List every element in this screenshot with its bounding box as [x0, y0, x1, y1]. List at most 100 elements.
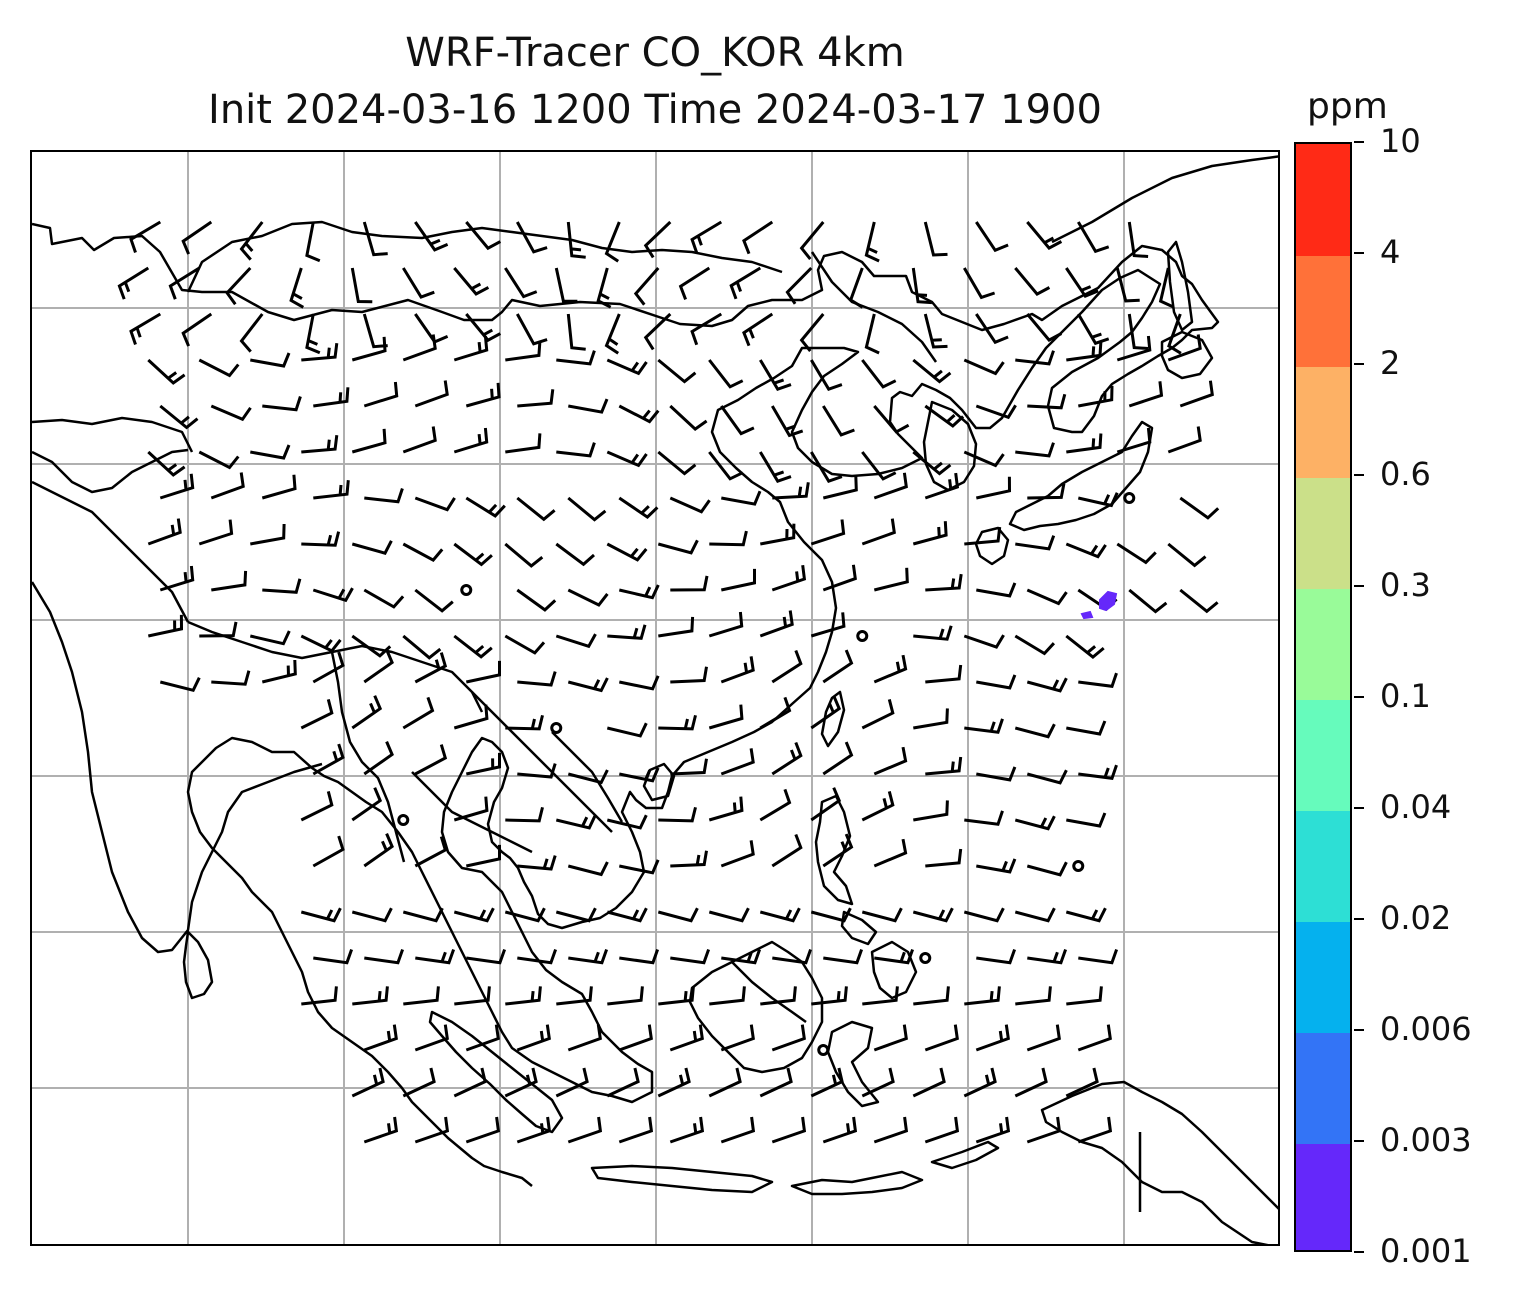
wind-barb — [1066, 433, 1103, 454]
wind-barb — [618, 767, 660, 783]
colorbar-tick — [1354, 807, 1364, 809]
wind-barb — [1066, 341, 1103, 362]
wind-barb — [313, 948, 354, 965]
colorbar-unit: ppm — [1307, 86, 1388, 127]
wind-barb — [250, 444, 291, 460]
wind-barb — [364, 488, 404, 504]
wind-barb — [363, 833, 394, 868]
wind-barb — [864, 221, 880, 263]
wind-barb — [211, 670, 251, 686]
wind-barb — [975, 313, 1009, 345]
wind-barb — [556, 442, 596, 458]
wind-barb — [861, 699, 895, 730]
wind-barb — [873, 654, 908, 684]
colorbar-tick-label: 0.006 — [1380, 1010, 1472, 1048]
wind-barb — [300, 699, 334, 730]
wind-barb — [759, 788, 792, 822]
wind-barb — [913, 986, 950, 1006]
coastline-lesser-sunda — [790, 1170, 924, 1196]
wind-barb — [198, 358, 240, 378]
wind-barb — [555, 814, 597, 830]
wind-barb — [873, 746, 908, 776]
wind-barb — [670, 948, 711, 965]
wind-barb — [976, 858, 1017, 874]
wind-barb — [351, 336, 387, 362]
wind-barb — [555, 542, 595, 567]
wind-barb — [708, 359, 744, 389]
wind-barbs — [117, 220, 1220, 1144]
wind-barb — [771, 833, 803, 868]
wind-barb — [709, 986, 746, 1006]
coastline-kamchatka-edge — [1051, 155, 1278, 244]
wind-barb — [414, 836, 448, 868]
colorbar-tick-label: 0.003 — [1380, 1121, 1472, 1159]
wind-barb — [606, 1067, 640, 1098]
colorbar-tick-label: 2 — [1380, 344, 1401, 382]
wind-barb — [465, 752, 501, 776]
wind-barb — [1128, 381, 1164, 408]
wind-barb — [1015, 535, 1056, 551]
wind-barb — [925, 664, 963, 684]
wind-barb — [604, 313, 621, 355]
wind-barb — [312, 835, 345, 868]
wind-barb — [414, 496, 456, 512]
wind-barb — [759, 451, 792, 484]
coastline-mindanao — [870, 940, 918, 1000]
wind-barb — [785, 266, 813, 305]
wind-barb — [198, 519, 234, 546]
border-laos — [471, 691, 613, 833]
wind-barb — [568, 948, 609, 965]
wind-barb — [261, 474, 297, 500]
wind-barb — [225, 266, 252, 306]
wind-barb — [402, 267, 435, 299]
wind-barb — [301, 435, 339, 454]
wind-barb — [873, 838, 908, 868]
calm-circle — [1123, 492, 1136, 504]
wind-barb — [516, 1116, 552, 1144]
wind-barb — [129, 312, 162, 345]
wind-barb — [1179, 496, 1220, 520]
colorbar-tick-label: 0.1 — [1380, 677, 1431, 715]
wind-barb — [567, 677, 609, 693]
wind-barb — [301, 343, 339, 362]
wind-barb — [159, 404, 199, 430]
wind-barb — [300, 634, 342, 653]
wind-barb — [414, 313, 449, 344]
wind-barb — [759, 359, 792, 392]
wind-barb — [720, 1116, 756, 1144]
wind-barb — [633, 267, 660, 306]
wind-barb — [313, 480, 350, 500]
wind-barb — [771, 1024, 806, 1052]
wind-barb — [1065, 907, 1107, 923]
wind-barb — [1026, 1116, 1062, 1144]
wind-barb — [453, 542, 493, 567]
wind-barb — [729, 266, 762, 300]
wind-barb — [1014, 907, 1056, 923]
wind-barb — [168, 266, 201, 300]
border-china-russia-east — [810, 251, 938, 363]
wind-barb — [453, 704, 489, 730]
wind-barb — [239, 221, 264, 261]
wind-barb — [618, 496, 659, 520]
wind-barb — [516, 496, 556, 522]
colorbar-segment — [1296, 1032, 1350, 1144]
wind-barb — [810, 787, 842, 822]
wind-barb — [129, 220, 162, 253]
wind-barb — [1116, 542, 1157, 565]
wind-barb — [771, 741, 803, 776]
wind-barb — [351, 540, 393, 555]
calm-circle — [550, 722, 563, 734]
wind-barb — [657, 450, 697, 476]
colorbar-gradient — [1294, 142, 1352, 1252]
coastline-japan-kyushu — [974, 526, 1010, 566]
wind-barb — [414, 652, 448, 684]
wind-barb — [1167, 426, 1202, 454]
wind-barb — [465, 844, 501, 868]
tracer-patch-north — [1099, 590, 1118, 612]
wind-barb — [351, 787, 383, 822]
wind-barb — [924, 1116, 960, 1144]
wind-barb — [465, 1116, 501, 1144]
wind-barb — [708, 1067, 742, 1098]
wind-barb — [912, 907, 954, 923]
wind-barb — [606, 358, 648, 376]
